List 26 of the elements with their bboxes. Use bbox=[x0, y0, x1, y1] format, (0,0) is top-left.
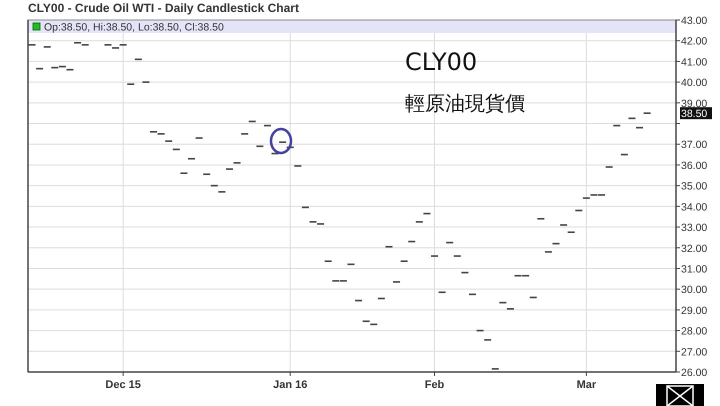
y-tick-label: 31.00 bbox=[681, 263, 708, 276]
y-tick-label: 26.00 bbox=[681, 367, 708, 379]
y-tick-label: 40.00 bbox=[681, 77, 708, 90]
chart-title: CLY00 - Crude Oil WTI - Daily Candlestick Chart bbox=[28, 1, 299, 15]
x-tick-label: Dec 15 bbox=[105, 379, 141, 391]
y-tick-label: 36.00 bbox=[681, 160, 708, 172]
y-tick-label: 28.00 bbox=[681, 326, 708, 338]
y-tick-label: 34.00 bbox=[681, 201, 708, 214]
x-tick-label: Mar bbox=[576, 379, 597, 391]
text: 38.50 bbox=[681, 108, 708, 120]
y-tick-label: 42.00 bbox=[681, 36, 708, 48]
y-tick-label: 27.00 bbox=[681, 346, 708, 358]
y-tick-label: 29.00 bbox=[681, 304, 708, 317]
y-tick-label: 32.00 bbox=[681, 242, 708, 255]
y-tick-label: 41.00 bbox=[681, 56, 708, 68]
y-tick-label: 37.00 bbox=[681, 139, 708, 152]
annotation: CLY00 bbox=[405, 48, 478, 76]
y-tick-label: 43.00 bbox=[681, 15, 708, 27]
annotation: 輕原油現貨價 bbox=[405, 91, 525, 115]
y-tick-label: 33.00 bbox=[681, 222, 708, 234]
y-tick-label: 30.00 bbox=[681, 284, 708, 296]
x-tick-label: Jan 16 bbox=[273, 379, 308, 391]
x-tick-label: Feb bbox=[424, 379, 445, 391]
annotation: Op:38.50, Hi:38.50, Lo:38.50, Cl:38.50 bbox=[44, 22, 224, 34]
y-tick-label: 39.00 bbox=[681, 98, 708, 110]
y-tick-label: 35.00 bbox=[681, 180, 708, 193]
